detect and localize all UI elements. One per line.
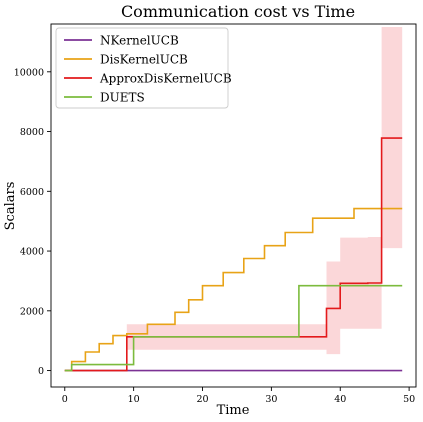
chart-title: Communication cost vs Time (121, 2, 355, 21)
x-tick-label: 0 (62, 394, 68, 405)
x-axis-ticks: 0 10 20 30 40 50 (62, 387, 415, 405)
y-tick-label: 8000 (20, 127, 44, 138)
y-tick-label: 0 (38, 366, 44, 377)
y-tick-label: 6000 (20, 187, 44, 198)
plot-frame (50, 23, 417, 388)
y-tick-label: 2000 (20, 306, 44, 317)
series-line-diskernelucb (64, 207, 403, 372)
series-line-duets (64, 284, 403, 372)
y-tick-label: 10000 (14, 67, 44, 78)
legend-label-nkernelucb: NKernelUCB (100, 34, 179, 48)
legend-label-diskernelucb: DisKernelUCB (100, 53, 188, 67)
legend-box (55, 27, 229, 109)
legend-label-approxdiskernelucb: ApproxDisKernelUCB (99, 72, 232, 86)
x-tick-label: 10 (128, 394, 140, 405)
x-tick-label: 20 (196, 394, 208, 405)
y-axis-ticks: 0 2000 4000 6000 8000 10000 (14, 67, 51, 377)
legend-label-duets: DUETS (100, 91, 145, 105)
chart-legend: NKernelUCB DisKernelUCB ApproxDisKernelUCB… (55, 27, 232, 109)
series-line-approxdiskernelucb (64, 137, 403, 372)
approx-confidence-band (126, 27, 403, 371)
approx-confidence-band-layer (126, 27, 403, 371)
x-tick-label: 50 (403, 394, 415, 405)
y-tick-label: 4000 (20, 247, 44, 258)
x-tick-label: 30 (265, 394, 277, 405)
series-lines-layer (64, 137, 403, 372)
y-axis-label: Scalars (3, 182, 18, 231)
x-tick-label: 40 (334, 394, 346, 405)
x-axis-label: Time (217, 403, 250, 418)
